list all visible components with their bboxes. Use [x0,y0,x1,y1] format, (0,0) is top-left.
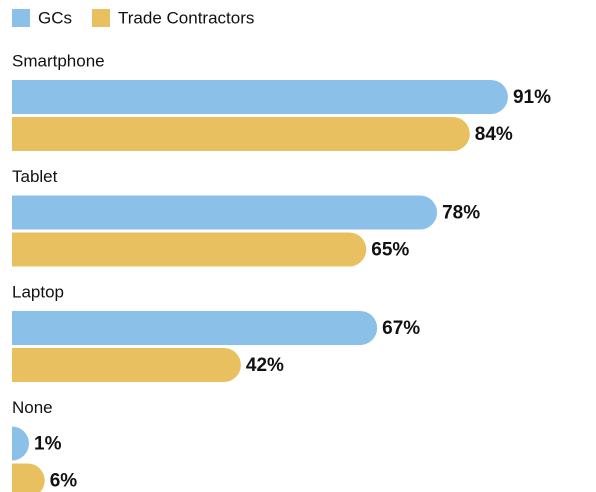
category-label: Tablet [12,167,58,186]
value-label: 1% [34,434,62,455]
bar [12,195,438,230]
category-label: Smartphone [12,51,105,70]
legend-swatch [12,9,30,27]
value-label: 42% [246,355,284,376]
bar [12,463,45,492]
bar [12,348,241,382]
value-label: 78% [442,203,480,224]
value-label: 6% [50,471,78,492]
value-label: 65% [371,240,409,261]
legend-label: Trade Contractors [118,8,254,27]
category-label: Laptop [12,282,64,301]
legend-swatch [92,9,110,27]
value-label: 91% [513,87,551,108]
bar [12,311,378,345]
category-label: None [12,398,53,417]
value-label: 84% [475,124,513,145]
bar [12,80,508,114]
value-label: 67% [382,318,420,339]
bar [12,117,470,151]
legend-label: GCs [38,8,72,27]
bar [12,232,367,267]
bar [12,426,29,461]
